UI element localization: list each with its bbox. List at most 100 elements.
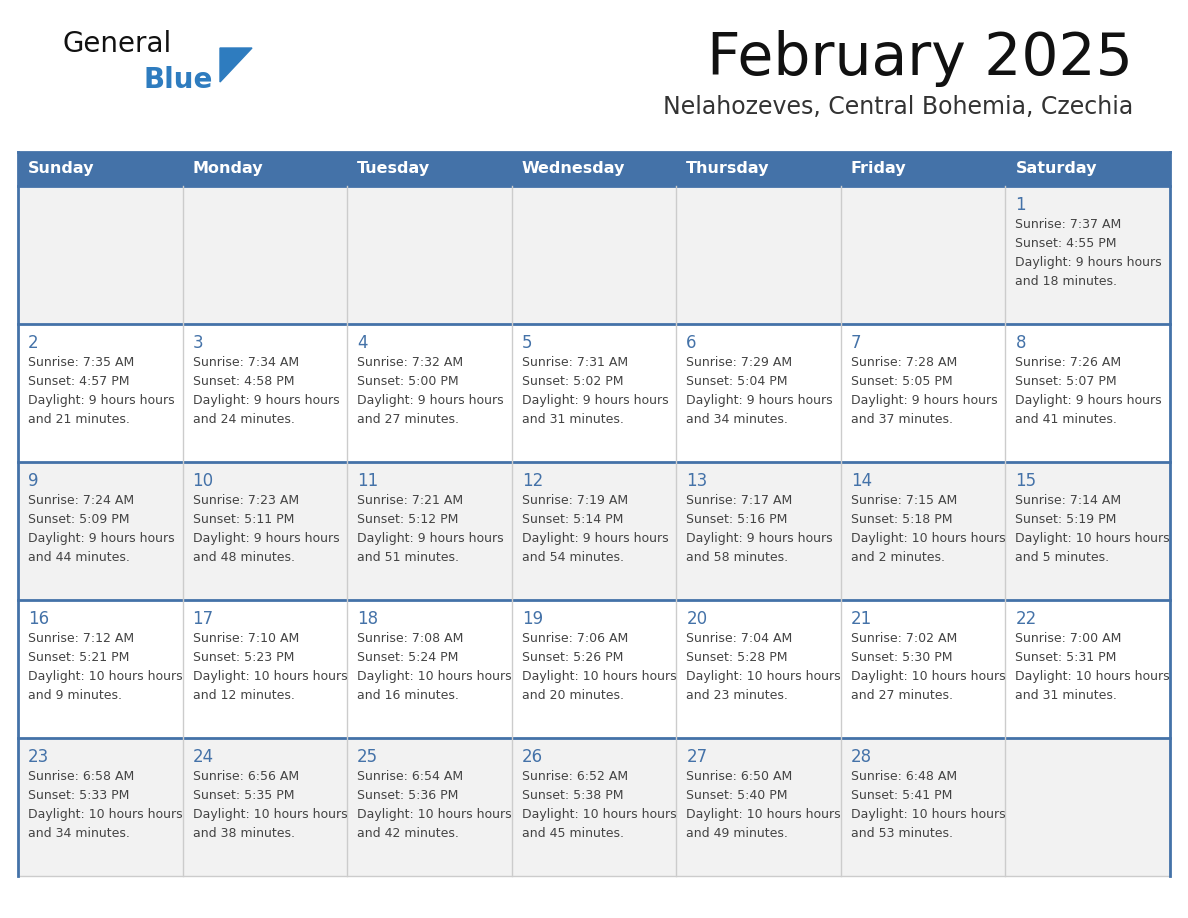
Text: Daylight: 10 hours hours: Daylight: 10 hours hours — [192, 670, 347, 683]
Text: Sunrise: 7:12 AM: Sunrise: 7:12 AM — [29, 632, 134, 645]
Text: and 2 minutes.: and 2 minutes. — [851, 551, 944, 564]
Text: Sunset: 5:36 PM: Sunset: 5:36 PM — [358, 789, 459, 802]
Text: Sunrise: 7:21 AM: Sunrise: 7:21 AM — [358, 494, 463, 507]
Text: Daylight: 10 hours hours: Daylight: 10 hours hours — [29, 808, 183, 821]
Bar — [18, 152, 183, 186]
Text: 28: 28 — [851, 748, 872, 766]
Text: Sunrise: 7:29 AM: Sunrise: 7:29 AM — [687, 356, 792, 369]
Text: 9: 9 — [29, 472, 38, 490]
Text: Sunrise: 7:19 AM: Sunrise: 7:19 AM — [522, 494, 627, 507]
Text: Sunset: 5:30 PM: Sunset: 5:30 PM — [851, 651, 953, 664]
Text: Daylight: 9 hours hours: Daylight: 9 hours hours — [851, 394, 998, 407]
Text: and 20 minutes.: and 20 minutes. — [522, 689, 624, 702]
Text: and 5 minutes.: and 5 minutes. — [1016, 551, 1110, 564]
Text: Sunset: 5:35 PM: Sunset: 5:35 PM — [192, 789, 295, 802]
Text: Sunset: 5:38 PM: Sunset: 5:38 PM — [522, 789, 624, 802]
Text: 10: 10 — [192, 472, 214, 490]
Text: and 34 minutes.: and 34 minutes. — [29, 827, 129, 840]
Text: 25: 25 — [358, 748, 378, 766]
Text: Sunset: 5:12 PM: Sunset: 5:12 PM — [358, 513, 459, 526]
Text: 1: 1 — [1016, 196, 1026, 214]
Text: and 54 minutes.: and 54 minutes. — [522, 551, 624, 564]
Text: and 23 minutes.: and 23 minutes. — [687, 689, 788, 702]
Bar — [18, 600, 1170, 738]
Text: Sunset: 4:58 PM: Sunset: 4:58 PM — [192, 375, 295, 388]
Bar — [18, 324, 1170, 462]
Text: and 27 minutes.: and 27 minutes. — [358, 413, 459, 426]
Bar — [183, 152, 347, 186]
Text: Daylight: 9 hours hours: Daylight: 9 hours hours — [29, 394, 175, 407]
Text: February 2025: February 2025 — [707, 30, 1133, 87]
Text: Sunrise: 7:23 AM: Sunrise: 7:23 AM — [192, 494, 298, 507]
Text: Sunrise: 6:56 AM: Sunrise: 6:56 AM — [192, 770, 298, 783]
Text: Wednesday: Wednesday — [522, 162, 625, 176]
Text: Sunset: 5:23 PM: Sunset: 5:23 PM — [192, 651, 293, 664]
Text: Daylight: 10 hours hours: Daylight: 10 hours hours — [29, 670, 183, 683]
Text: Sunrise: 7:24 AM: Sunrise: 7:24 AM — [29, 494, 134, 507]
Text: and 58 minutes.: and 58 minutes. — [687, 551, 789, 564]
Text: Sunset: 5:21 PM: Sunset: 5:21 PM — [29, 651, 129, 664]
Text: and 31 minutes.: and 31 minutes. — [522, 413, 624, 426]
Text: Daylight: 9 hours hours: Daylight: 9 hours hours — [522, 394, 669, 407]
Text: and 41 minutes.: and 41 minutes. — [1016, 413, 1117, 426]
Text: Sunrise: 7:37 AM: Sunrise: 7:37 AM — [1016, 218, 1121, 231]
Text: 13: 13 — [687, 472, 708, 490]
Text: Daylight: 9 hours hours: Daylight: 9 hours hours — [29, 532, 175, 545]
Text: Sunset: 5:11 PM: Sunset: 5:11 PM — [192, 513, 293, 526]
Text: Sunset: 5:24 PM: Sunset: 5:24 PM — [358, 651, 459, 664]
Text: Daylight: 9 hours hours: Daylight: 9 hours hours — [1016, 394, 1162, 407]
Text: and 9 minutes.: and 9 minutes. — [29, 689, 122, 702]
Text: Sunrise: 6:54 AM: Sunrise: 6:54 AM — [358, 770, 463, 783]
Text: and 31 minutes.: and 31 minutes. — [1016, 689, 1117, 702]
Text: 15: 15 — [1016, 472, 1037, 490]
Text: Daylight: 10 hours hours: Daylight: 10 hours hours — [192, 808, 347, 821]
Text: and 38 minutes.: and 38 minutes. — [192, 827, 295, 840]
Text: and 37 minutes.: and 37 minutes. — [851, 413, 953, 426]
Text: Sunrise: 7:15 AM: Sunrise: 7:15 AM — [851, 494, 958, 507]
Text: Daylight: 10 hours hours: Daylight: 10 hours hours — [851, 670, 1005, 683]
Text: Sunset: 5:00 PM: Sunset: 5:00 PM — [358, 375, 459, 388]
Text: Daylight: 9 hours hours: Daylight: 9 hours hours — [358, 532, 504, 545]
Text: Sunrise: 7:31 AM: Sunrise: 7:31 AM — [522, 356, 627, 369]
Text: 22: 22 — [1016, 610, 1037, 628]
Text: Sunset: 5:16 PM: Sunset: 5:16 PM — [687, 513, 788, 526]
Text: Sunrise: 7:14 AM: Sunrise: 7:14 AM — [1016, 494, 1121, 507]
Text: 23: 23 — [29, 748, 49, 766]
Text: and 45 minutes.: and 45 minutes. — [522, 827, 624, 840]
Text: and 34 minutes.: and 34 minutes. — [687, 413, 788, 426]
Text: Sunrise: 7:08 AM: Sunrise: 7:08 AM — [358, 632, 463, 645]
Text: Daylight: 9 hours hours: Daylight: 9 hours hours — [522, 532, 669, 545]
Bar — [18, 738, 1170, 876]
Text: Daylight: 10 hours hours: Daylight: 10 hours hours — [687, 808, 841, 821]
Text: Sunrise: 6:50 AM: Sunrise: 6:50 AM — [687, 770, 792, 783]
Text: 16: 16 — [29, 610, 49, 628]
Text: 17: 17 — [192, 610, 214, 628]
Text: Daylight: 9 hours hours: Daylight: 9 hours hours — [358, 394, 504, 407]
Text: Daylight: 9 hours hours: Daylight: 9 hours hours — [192, 394, 340, 407]
Text: Sunrise: 7:34 AM: Sunrise: 7:34 AM — [192, 356, 298, 369]
Bar — [18, 186, 1170, 324]
Text: Sunset: 5:41 PM: Sunset: 5:41 PM — [851, 789, 953, 802]
Text: Daylight: 10 hours hours: Daylight: 10 hours hours — [1016, 532, 1170, 545]
Text: and 53 minutes.: and 53 minutes. — [851, 827, 953, 840]
Text: Thursday: Thursday — [687, 162, 770, 176]
Text: 24: 24 — [192, 748, 214, 766]
Text: Friday: Friday — [851, 162, 906, 176]
Text: Saturday: Saturday — [1016, 162, 1097, 176]
Text: and 27 minutes.: and 27 minutes. — [851, 689, 953, 702]
Text: Daylight: 10 hours hours: Daylight: 10 hours hours — [358, 808, 512, 821]
Text: Tuesday: Tuesday — [358, 162, 430, 176]
Text: and 12 minutes.: and 12 minutes. — [192, 689, 295, 702]
Text: Sunset: 5:14 PM: Sunset: 5:14 PM — [522, 513, 623, 526]
Text: Sunrise: 7:06 AM: Sunrise: 7:06 AM — [522, 632, 628, 645]
Polygon shape — [220, 48, 252, 82]
Text: 18: 18 — [358, 610, 378, 628]
Text: Sunrise: 7:28 AM: Sunrise: 7:28 AM — [851, 356, 958, 369]
Text: Nelahozeves, Central Bohemia, Czechia: Nelahozeves, Central Bohemia, Czechia — [663, 95, 1133, 119]
Text: Sunset: 5:18 PM: Sunset: 5:18 PM — [851, 513, 953, 526]
Text: Sunset: 5:31 PM: Sunset: 5:31 PM — [1016, 651, 1117, 664]
Text: Sunset: 5:19 PM: Sunset: 5:19 PM — [1016, 513, 1117, 526]
Text: 14: 14 — [851, 472, 872, 490]
Text: Sunset: 5:02 PM: Sunset: 5:02 PM — [522, 375, 624, 388]
Text: Daylight: 10 hours hours: Daylight: 10 hours hours — [358, 670, 512, 683]
